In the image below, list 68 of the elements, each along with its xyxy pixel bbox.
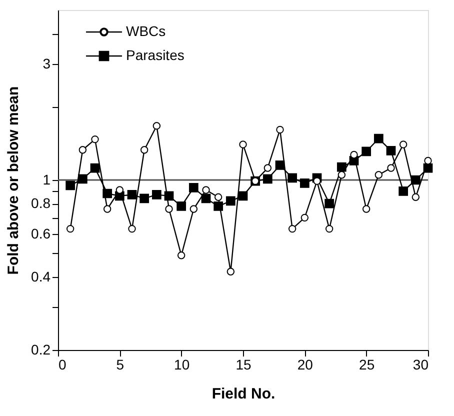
point xyxy=(288,173,298,183)
point xyxy=(374,171,383,179)
point xyxy=(239,140,247,148)
point xyxy=(398,186,408,196)
legend-label: Parasites xyxy=(126,47,184,63)
point xyxy=(177,252,186,260)
point xyxy=(90,163,100,173)
point xyxy=(78,174,88,184)
x-tick-label: 10 xyxy=(174,356,190,372)
point xyxy=(202,186,210,194)
point xyxy=(350,150,358,159)
legend-label: WBCs xyxy=(126,23,166,39)
point xyxy=(214,202,224,211)
x-tick-label: 30 xyxy=(412,356,429,372)
point xyxy=(324,198,334,208)
point xyxy=(338,171,346,179)
point xyxy=(165,205,173,213)
point xyxy=(152,190,162,200)
x-tick-label: 5 xyxy=(116,356,124,372)
point xyxy=(238,191,248,201)
point xyxy=(300,178,310,188)
point xyxy=(140,146,148,154)
x-axis-title: Field No. xyxy=(212,386,276,402)
y-tick-label: 3 xyxy=(42,55,51,72)
point xyxy=(362,146,372,156)
y-tick-label: 0.8 xyxy=(31,195,51,212)
point xyxy=(374,134,384,144)
point xyxy=(412,193,420,202)
point xyxy=(116,186,124,194)
point xyxy=(386,146,396,156)
x-tick-label: 25 xyxy=(359,356,375,372)
point xyxy=(288,224,296,233)
point xyxy=(190,205,198,213)
point xyxy=(66,224,74,233)
x-tick-label: 20 xyxy=(297,356,314,372)
point xyxy=(276,126,284,134)
y-tick-label: 0.6 xyxy=(31,225,51,242)
point xyxy=(128,224,136,233)
point xyxy=(275,160,285,170)
point xyxy=(140,194,150,204)
point xyxy=(424,156,432,165)
point xyxy=(91,135,99,144)
point xyxy=(127,190,137,200)
point xyxy=(387,164,395,172)
x-tick-label: 15 xyxy=(236,356,252,372)
y-tick-label: 1 xyxy=(42,172,51,188)
point xyxy=(399,140,408,148)
point xyxy=(226,268,235,276)
y-tick-label: 0.4 xyxy=(31,268,51,284)
point xyxy=(103,205,112,213)
point xyxy=(362,205,370,213)
point xyxy=(262,174,272,184)
x-tick-label: 0 xyxy=(58,356,66,372)
y-tick-label: 0.2 xyxy=(31,342,51,358)
point xyxy=(66,180,76,190)
point xyxy=(176,202,186,211)
point xyxy=(300,214,309,222)
y-axis-title: Fold above or below mean xyxy=(5,86,22,275)
point xyxy=(264,164,272,172)
point xyxy=(313,177,321,185)
point xyxy=(152,122,161,130)
point xyxy=(214,193,222,202)
point xyxy=(78,146,87,154)
point xyxy=(188,182,198,192)
point xyxy=(226,196,236,206)
point xyxy=(336,162,346,172)
point xyxy=(325,224,334,233)
point xyxy=(201,194,211,204)
